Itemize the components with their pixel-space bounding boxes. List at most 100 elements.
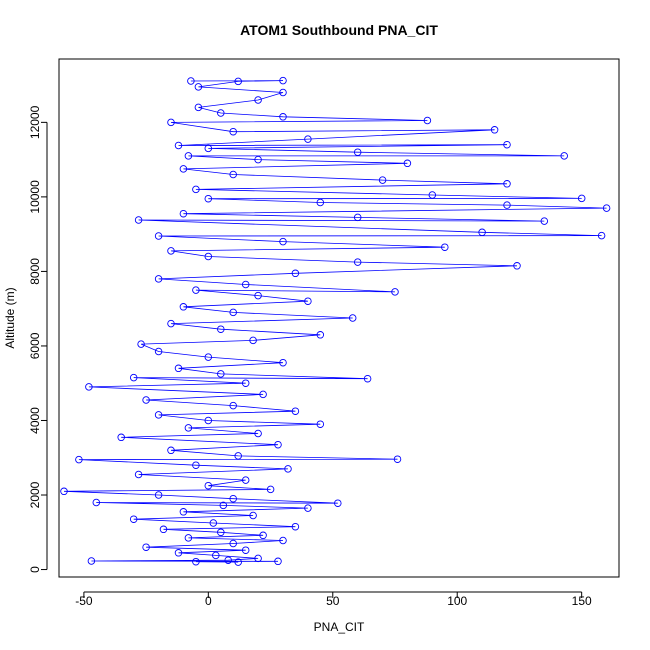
data-point [234, 77, 242, 86]
data-point [602, 204, 611, 212]
data-point [353, 258, 362, 266]
data-point [129, 515, 138, 523]
data-point [159, 525, 168, 534]
y-tick-label: 10000 [28, 180, 42, 214]
data-point [192, 185, 200, 194]
series-line [63, 80, 607, 563]
data-point [117, 433, 125, 442]
data-point [184, 534, 193, 542]
data-point [316, 331, 325, 339]
x-axis-label: PNA_CIT [314, 620, 365, 634]
data-point [513, 262, 521, 270]
x-tick-label: 0 [205, 594, 212, 608]
data-point [428, 191, 437, 199]
data-point [204, 481, 213, 490]
data-point [229, 170, 237, 179]
data-point [234, 558, 242, 566]
data-point [560, 152, 568, 160]
data-point [478, 228, 486, 237]
data-point [154, 275, 163, 283]
data-point [194, 83, 203, 91]
data-point [187, 77, 195, 85]
data-point [363, 374, 372, 383]
data-point [291, 269, 300, 278]
data-point [304, 297, 312, 305]
data-point [217, 528, 225, 537]
data-point [229, 494, 237, 503]
y-tick-label: 8000 [28, 258, 42, 285]
data-point [316, 198, 325, 207]
data-point [217, 370, 225, 378]
data-point [87, 557, 96, 565]
data-point [134, 216, 143, 224]
data-point [154, 411, 163, 419]
data-point [304, 504, 312, 512]
data-point [137, 340, 145, 348]
data-point [249, 336, 257, 345]
data-point [209, 519, 218, 527]
plot-area [60, 76, 611, 566]
y-tick-label: 12000 [28, 105, 42, 139]
data-point [279, 76, 287, 85]
x-axis: -50 0 50 100 150 [75, 591, 592, 608]
data-point [174, 549, 183, 557]
data-point [348, 314, 357, 322]
data-point [316, 420, 325, 428]
data-point [154, 491, 163, 499]
data-point [353, 148, 362, 156]
data-point [217, 109, 225, 117]
data-point [241, 379, 250, 387]
data-point [167, 118, 175, 127]
data-point [291, 407, 300, 415]
data-point [229, 401, 237, 410]
data-point [259, 390, 267, 399]
data-point [353, 213, 362, 222]
y-tick-label: 6000 [28, 332, 42, 359]
data-point [234, 452, 242, 460]
data-point [540, 217, 549, 225]
data-point [279, 88, 287, 97]
data-point [192, 557, 200, 566]
data-point [212, 551, 220, 560]
data-point [597, 231, 606, 240]
data-point [279, 113, 287, 121]
data-point [284, 465, 292, 473]
data-point [167, 319, 175, 328]
data-point [334, 499, 342, 507]
data-point [142, 543, 150, 551]
data-point [167, 247, 175, 255]
data-point [249, 511, 257, 520]
series [60, 76, 611, 566]
data-point [241, 476, 250, 484]
data-point [179, 508, 188, 516]
data-point [279, 358, 287, 367]
data-point [503, 180, 511, 188]
data-point [229, 127, 237, 136]
data-point [179, 209, 188, 218]
data-point [92, 498, 101, 507]
data-point [134, 470, 143, 479]
data-point [75, 455, 83, 464]
data-point [254, 155, 262, 164]
x-tick-label: 50 [326, 594, 340, 608]
data-point [490, 126, 499, 134]
data-point [204, 194, 213, 203]
data-point [241, 546, 250, 554]
data-point [174, 141, 183, 150]
data-point [441, 243, 449, 251]
data-point [204, 144, 213, 153]
data-point [304, 135, 312, 143]
data-point [274, 557, 282, 566]
y-tick-label: 4000 [28, 407, 42, 434]
data-point [85, 383, 93, 391]
data-point [279, 536, 287, 545]
y-axis: 0 2000 4000 6000 8000 10000 12000 [28, 105, 48, 573]
data-point [179, 165, 188, 173]
data-point [184, 424, 193, 432]
data-point [241, 280, 250, 289]
data-point [192, 461, 200, 469]
data-point [254, 554, 262, 563]
plot-frame [58, 58, 620, 578]
y-tick-label: 0 [28, 566, 42, 573]
